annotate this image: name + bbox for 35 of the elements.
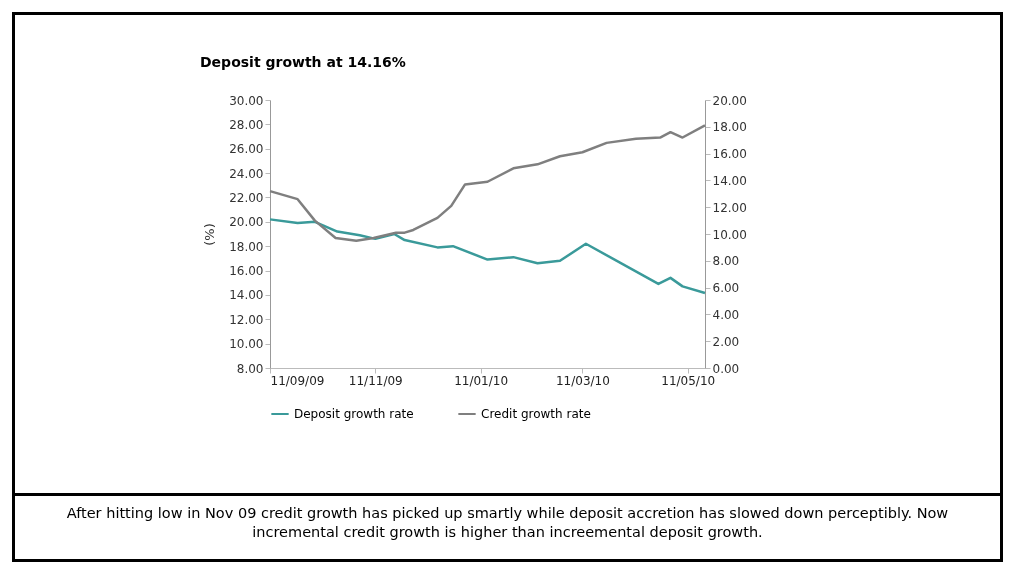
y-tick-label: 30.00 [229,93,264,108]
legend-label: Credit growth rate [481,407,591,421]
line-series [268,218,707,295]
y2-tick-label: 4.00 [712,307,740,322]
legend-label: Deposit growth rate [294,407,414,421]
y-tick-label: 28.00 [229,117,264,132]
y2-tick-label: 18.00 [712,120,747,135]
x-tick-label: 11/09/09 [270,373,325,388]
y-tick-label: 20.00 [229,215,264,230]
y-tick-label: 22.00 [229,190,264,205]
y2-tick-label: 14.00 [712,173,747,188]
y2-tick-label: 6.00 [712,281,740,296]
y-tick-label: 12.00 [229,312,264,327]
y2-tick-label: 2.00 [712,334,740,349]
y2-tick-label: 20.00 [712,93,747,108]
y-tick-label: 26.00 [229,142,264,157]
x-tick-label: 11/05/10 [661,373,716,388]
y-tick-label: 24.00 [229,166,264,181]
y-tick-label: 10.00 [229,337,264,352]
y2-tick-label: 16.00 [712,147,747,162]
y2-tick-label: 0.00 [712,361,740,376]
y-axis-title: (%) [202,223,218,246]
line-series [268,124,707,242]
y-tick-label: 18.00 [229,239,264,254]
x-tick-label: 11/03/10 [555,373,610,388]
y2-tick-label: 12.00 [712,200,747,215]
y-tick-label: 16.00 [229,264,264,279]
x-tick-label: 11/11/09 [348,373,403,388]
y-tick-label: 8.00 [236,361,264,376]
y2-tick-label: 8.00 [712,254,740,269]
x-tick-label: 11/01/10 [454,373,509,388]
chart-title: Deposit growth at 14.16% [200,54,406,70]
y-tick-label: 14.00 [229,288,264,303]
text: After hitting low in Nov 09 credit growth has picked up smartly while deposit accretion has slowed down perceptibly. Now incremental credit growth is higher than increemental deposit growth. [65,504,950,542]
y2-tick-label: 10.00 [712,227,747,242]
